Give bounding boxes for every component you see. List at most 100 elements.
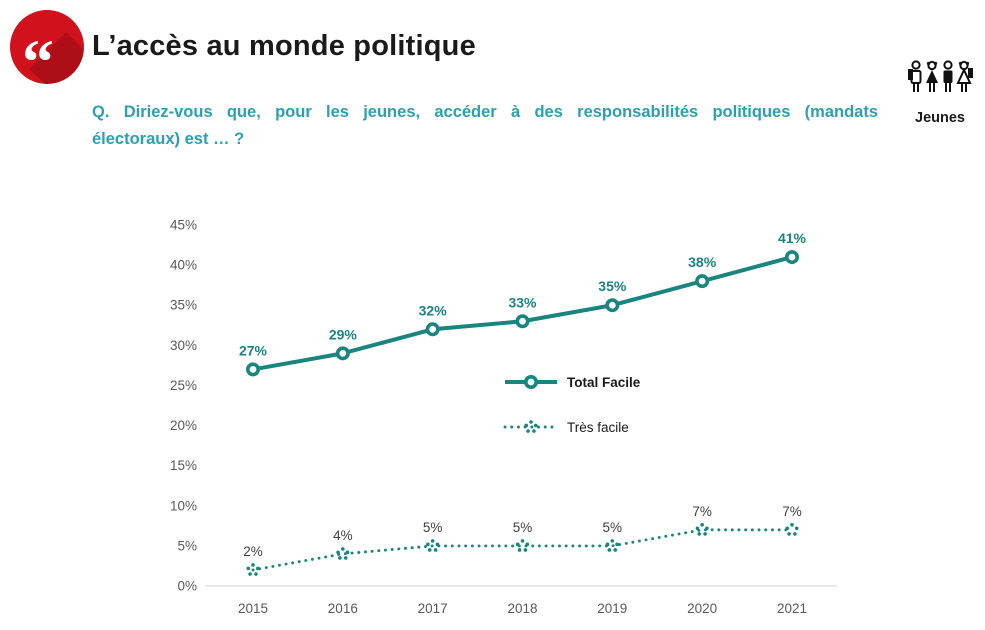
dotted-marker-dot	[533, 423, 538, 428]
dotted-marker-dot	[336, 550, 340, 555]
x-tick-label: 2017	[418, 601, 448, 616]
x-axis: 2015 2016 2017 2018 2019 2020 2021	[238, 601, 807, 616]
dotted-marker-dot	[251, 563, 255, 567]
dotted-marker-dot	[248, 572, 252, 576]
quote-shadow	[29, 32, 84, 84]
data-label: 2%	[243, 544, 263, 559]
data-label: 5%	[513, 520, 533, 535]
dotted-marker-dot	[515, 542, 520, 547]
legend-marker	[523, 374, 538, 389]
legend-label: Total Facile	[567, 375, 641, 390]
y-tick-label: 20%	[170, 418, 197, 433]
data-label: 33%	[508, 294, 537, 310]
dotted-marker-dot	[520, 539, 525, 543]
dotted-marker-dot	[610, 539, 615, 543]
x-tick-label: 2020	[687, 601, 717, 616]
y-tick-label: 25%	[170, 378, 197, 393]
data-label: 29%	[329, 326, 358, 342]
series-line	[252, 255, 793, 372]
quote-circle	[10, 10, 84, 84]
x-tick-label: 2016	[328, 601, 358, 616]
dotted-marker-dot	[523, 548, 528, 552]
dotted-marker-dot	[427, 548, 432, 552]
dotted-marker-dot	[341, 547, 345, 551]
dotted-marker-dot	[532, 429, 536, 433]
dotted-marker-dot	[794, 526, 799, 531]
data-label: 38%	[688, 254, 717, 270]
data-label: 35%	[598, 278, 627, 294]
y-tick-label: 5%	[177, 538, 197, 553]
x-tick-label: 2015	[238, 601, 268, 616]
series-très-facile: 2% 4% 5% 5% 5% 7% 7%	[243, 504, 802, 576]
data-label: 4%	[333, 528, 353, 543]
dotted-marker-dot	[338, 556, 342, 560]
dotted-marker-dot	[697, 532, 702, 536]
question-line-2: électoraux) est … ?	[92, 130, 245, 148]
data-label: 7%	[692, 504, 712, 519]
dotted-marker-dot	[605, 542, 610, 547]
dotted-marker-dot	[524, 423, 529, 428]
y-tick-label: 30%	[170, 338, 197, 353]
y-tick-label: 45%	[170, 218, 197, 233]
data-label: 32%	[419, 302, 448, 318]
data-point-marker	[246, 362, 261, 377]
data-label: 5%	[423, 520, 443, 535]
series-total-facile: 27% 29% 32% 33% 35% 38% 41%	[239, 230, 807, 377]
question-text: Q. Diriez-vous que, pour les jeunes, acc…	[92, 99, 878, 153]
dotted-marker-dot	[613, 548, 618, 552]
dotted-marker-dot	[529, 420, 533, 424]
dotted-marker-dot	[615, 542, 619, 547]
dotted-marker-dot	[787, 532, 791, 536]
dotted-marker-dot	[255, 566, 260, 571]
dotted-marker-dot	[526, 429, 530, 433]
dotted-marker-dot	[254, 572, 258, 576]
legend-item: Total Facile	[505, 374, 641, 390]
data-label: 5%	[603, 520, 623, 535]
dotted-marker-dot	[343, 556, 348, 560]
y-tick-label: 15%	[170, 458, 197, 473]
data-point-marker	[605, 298, 620, 313]
dotted-marker-dot	[703, 532, 707, 536]
y-tick-label: 40%	[170, 258, 197, 273]
x-tick-label: 2019	[597, 601, 627, 616]
y-tick-label: 10%	[170, 498, 197, 513]
dotted-marker-dot	[345, 550, 350, 555]
dotted-marker-dot	[695, 526, 700, 531]
data-point-marker	[335, 346, 350, 361]
y-axis: 0% 5% 10% 15% 20% 25% 30% 35% 40% 45%	[170, 218, 197, 594]
dotted-marker-dot	[426, 542, 430, 547]
y-tick-label: 35%	[170, 298, 197, 313]
question-line-1: Q. Diriez-vous que, pour les jeunes, acc…	[92, 103, 878, 121]
dotted-marker-dot	[525, 542, 530, 547]
x-tick-label: 2021	[777, 601, 807, 616]
page-title: L’accès au monde politique	[92, 30, 476, 62]
x-tick-label: 2018	[507, 601, 537, 616]
data-point-marker	[515, 314, 530, 329]
dotted-marker-dot	[433, 548, 438, 552]
dotted-marker-dot	[607, 548, 612, 552]
dotted-marker-dot	[785, 526, 790, 531]
data-point-marker	[784, 250, 799, 265]
dotted-marker-dot	[790, 523, 794, 527]
legend-item: Très facile	[503, 420, 629, 435]
dotted-marker-dot	[246, 566, 251, 571]
dotted-marker-dot	[517, 548, 522, 552]
dotted-marker-dot	[700, 523, 704, 527]
jeunes-icon	[908, 60, 973, 92]
data-label: 7%	[782, 504, 802, 519]
data-label: 41%	[778, 230, 807, 246]
audience-badge: Jeunes	[898, 60, 982, 126]
audience-label: Jeunes	[915, 110, 965, 126]
data-label: 27%	[239, 342, 268, 358]
data-point-marker	[425, 322, 440, 337]
dotted-marker-dot	[430, 539, 435, 543]
dotted-marker-dot	[793, 532, 797, 536]
y-tick-label: 0%	[177, 579, 197, 594]
dotted-marker-dot	[435, 542, 440, 547]
data-point-marker	[695, 274, 710, 289]
legend-label: Très facile	[567, 420, 629, 435]
dotted-marker-dot	[705, 526, 709, 531]
